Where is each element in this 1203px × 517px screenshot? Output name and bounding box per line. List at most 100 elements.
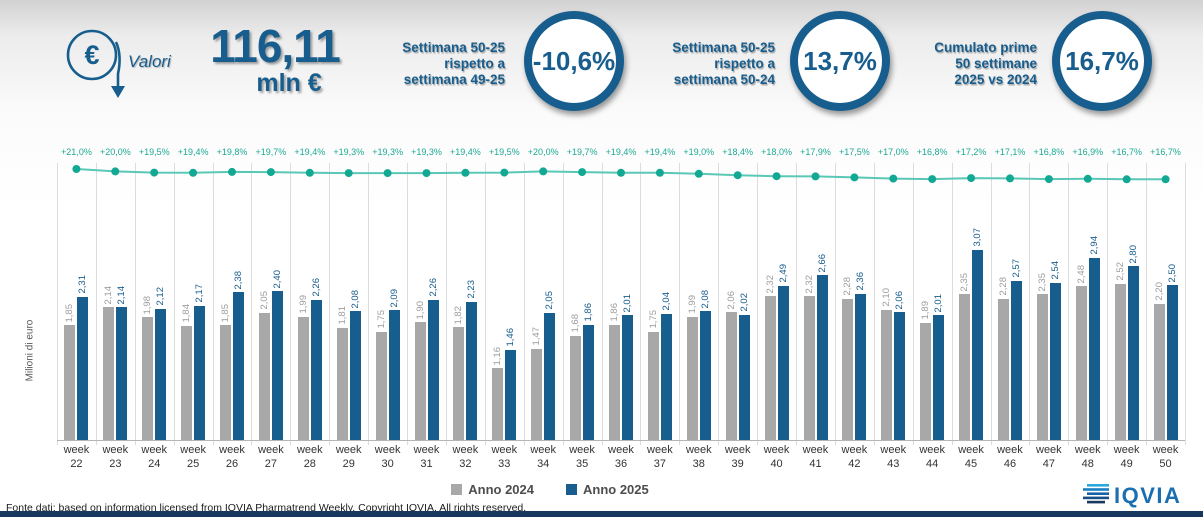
trend-value-label: +19,4%	[294, 147, 326, 157]
trend-value-label: +19,4%	[450, 147, 481, 157]
total-unit: mln €	[256, 69, 322, 97]
bar-value-2025: 2,50	[1166, 263, 1178, 283]
bar-value-2025: 2,06	[894, 290, 906, 310]
trend-value-label: +16,8%	[1033, 147, 1065, 157]
week-separator-line	[407, 163, 409, 445]
bar-2025	[933, 315, 945, 440]
plot-area: +21,0% 1,85 2,31 week 22 +20,0% 2,14 2,14 week 23…	[57, 145, 1186, 478]
x-axis-line	[57, 440, 1185, 441]
x-axis-week-label: week 32	[452, 444, 479, 470]
week-separator-line	[329, 163, 331, 445]
bar-value-2025: 2,09	[388, 288, 400, 308]
kpi-label-line: Settimana 50-25	[402, 40, 505, 55]
bar-2025	[622, 315, 633, 440]
trend-value-label: +19,3%	[411, 147, 442, 157]
trend-value-label: +17,1%	[994, 147, 1026, 157]
week-separator-line	[212, 163, 214, 445]
bar-value-2024: 2,28	[842, 277, 854, 296]
cumulative-trend-line	[72, 165, 1170, 184]
bar-value-2024: 2,05	[258, 291, 270, 310]
x-axis-week-label: week 50	[1152, 444, 1179, 470]
x-axis-week-label: week 44	[919, 444, 945, 470]
kpi-label-line: rispetto a	[444, 56, 505, 71]
trend-value-label: +17,9%	[800, 147, 831, 157]
bar-2025	[155, 308, 167, 440]
bar-2024	[686, 316, 698, 440]
week-separator-line	[1107, 163, 1109, 445]
bar-value-2025: 2,02	[738, 293, 750, 312]
trend-value-label: +19,0%	[683, 147, 715, 157]
trend-value-label: +18,0%	[761, 147, 792, 157]
bar-value-2025: 2,23	[466, 280, 478, 299]
bar-value-2024: 1,75	[647, 310, 659, 329]
week-separator-line	[251, 163, 253, 445]
bar-value-2024: 1,85	[220, 303, 231, 323]
bar-2025	[388, 310, 400, 440]
bar-value-2025: 2,04	[660, 292, 672, 311]
bar-2024	[725, 312, 737, 440]
bar-value-2025: 2,49	[777, 264, 789, 283]
legend-swatch-2024	[451, 484, 463, 495]
x-axis-week-label: week 41	[802, 444, 829, 470]
week-separator-line	[718, 163, 720, 445]
bar-value-2024: 1,75	[375, 310, 387, 329]
bar-2025	[544, 312, 556, 440]
svg-text:IQVIA: IQVIA	[1114, 483, 1181, 508]
bar-2024	[647, 331, 659, 440]
bar-2024	[258, 312, 270, 440]
bar-2025	[738, 314, 750, 440]
week-separator-line	[990, 163, 992, 445]
bar-value-2025: 2,26	[310, 278, 322, 297]
bar-2025	[777, 285, 789, 440]
bar-2024	[453, 327, 465, 440]
trend-value-label: +21,0%	[61, 147, 92, 157]
bar-2024	[142, 317, 154, 440]
bar-value-2025: 2,57	[1011, 259, 1022, 278]
x-axis-week-label: week 45	[958, 444, 984, 470]
bar-value-2025: 3,07	[972, 228, 984, 247]
bar-2024	[764, 296, 776, 440]
bar-2024	[297, 316, 309, 440]
bar-2025	[310, 299, 322, 440]
bar-value-2024: 2,35	[959, 272, 971, 292]
week-separator-line	[796, 163, 798, 445]
trend-value-label: +19,4%	[177, 147, 209, 157]
svg-text:€: €	[84, 40, 99, 70]
bar-2025	[1088, 257, 1100, 440]
bar-2024	[492, 368, 504, 440]
x-axis-week-label: week 40	[763, 444, 790, 470]
week-separator-line	[445, 163, 447, 445]
bar-value-2025: 2,94	[1088, 236, 1100, 255]
kpi-week-vs-last-year-label: Settimana 50-25 rispetto a settimana 50-…	[650, 40, 775, 88]
bar-value-2025: 2,17	[194, 284, 206, 303]
bar-2024	[1075, 286, 1087, 440]
bar-2025	[660, 313, 672, 440]
week-separator-line	[562, 163, 564, 445]
bar-2024	[220, 325, 231, 440]
x-axis-week-label: week 39	[724, 444, 751, 470]
bar-value-2025: 2,01	[622, 293, 633, 313]
trend-value-label: +19,7%	[566, 147, 598, 157]
bar-2024	[1036, 294, 1048, 440]
x-axis-week-label: week 36	[608, 444, 634, 470]
week-separator-line	[290, 163, 292, 445]
x-axis-week-label: week 42	[841, 444, 868, 470]
x-axis-week-label: week 29	[335, 444, 362, 470]
bar-2024	[103, 307, 115, 440]
bar-2025	[1127, 266, 1139, 440]
bar-value-2024: 2,48	[1075, 264, 1087, 284]
legend-swatch-2025	[566, 484, 577, 495]
bar-value-2025: 2,31	[77, 275, 89, 294]
bar-value-2025: 2,14	[116, 285, 128, 305]
bar-value-2025: 2,36	[855, 272, 867, 291]
kpi-label-line: Settimana 50-25	[672, 40, 775, 55]
week-separator-line	[640, 163, 642, 445]
week-separator-line	[57, 163, 58, 445]
bar-value-2024: 2,14	[103, 285, 115, 305]
week-separator-line	[484, 163, 486, 445]
x-axis-week-label: week 24	[141, 444, 168, 470]
x-axis-week-label: week 35	[569, 444, 595, 470]
bar-value-2024: 2,32	[764, 274, 776, 294]
bar-value-2025: 2,38	[233, 270, 244, 290]
bar-2024	[336, 327, 348, 440]
